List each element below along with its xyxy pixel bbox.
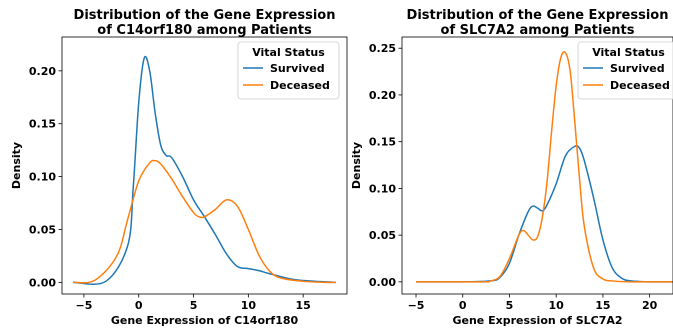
chart-2-ylabel: Density <box>350 142 363 189</box>
chart-2-title-line-2: of SLC7A2 among Patients <box>441 23 635 38</box>
chart-1-xtick-label: −5 <box>75 299 92 312</box>
chart-1-xtick-label: 5 <box>190 299 198 312</box>
chart-2-legend-label-deceased: Deceased <box>610 79 670 92</box>
chart-2-series-deceased-line <box>416 51 673 283</box>
chart-2-title-line-1: Distribution of the Gene Expression <box>407 8 669 23</box>
chart-2-legend-title: Vital Status <box>592 46 665 59</box>
chart-1-series-deceased-line <box>72 159 337 284</box>
chart-2-xtick-label: 5 <box>506 299 514 312</box>
chart-1-xtick-label: 15 <box>295 299 310 312</box>
chart-2-ytick-label: 0.05 <box>369 229 396 242</box>
chart-1-series-survived-line <box>72 55 337 286</box>
chart-2-ytick-label: 0.25 <box>369 42 396 55</box>
chart-2-ytick-label: 0.00 <box>369 276 396 289</box>
chart-1-xtick-label: 0 <box>135 299 143 312</box>
chart-1-ylabel: Density <box>10 142 23 189</box>
chart-1-ytick-label: 0.00 <box>29 276 56 289</box>
chart-1-ytick-label: 0.10 <box>29 171 56 184</box>
chart-1-legend-label-survived: Survived <box>270 62 325 75</box>
chart-1-legend: Vital Status Survived Deceased <box>237 41 340 100</box>
chart-2-legend: Vital Status Survived Deceased <box>577 41 673 100</box>
chart-1-axes-frame <box>61 36 348 295</box>
chart-2-xtick-label: 0 <box>459 299 467 312</box>
chart-1-ytick-label: 0.05 <box>29 223 56 236</box>
chart-2-xtick-label: 15 <box>595 299 610 312</box>
chart-1-legend-title: Vital Status <box>252 46 325 59</box>
chart-2-xtick-label: 10 <box>549 299 565 312</box>
chart-2-ytick-label: 0.15 <box>369 136 396 149</box>
chart-2-ytick-label: 0.10 <box>369 182 396 195</box>
chart-1-xlabel: Gene Expression of C14orf180 <box>111 314 299 327</box>
chart-1-legend-label-deceased: Deceased <box>270 79 330 92</box>
chart-1-ytick-label: 0.15 <box>29 118 56 131</box>
chart-1-title-line-1: Distribution of the Gene Expression <box>74 8 336 23</box>
chart-2-series-survived-line <box>416 145 673 283</box>
chart-2-xtick-label: −5 <box>408 299 425 312</box>
chart-1-ytick-label: 0.20 <box>29 65 56 78</box>
chart-1-legend-box <box>237 41 340 100</box>
chart-1-title-line-2: of C14orf180 among Patients <box>97 23 312 38</box>
chart-2-legend-label-survived: Survived <box>610 62 665 75</box>
chart-2-xtick-label: 20 <box>642 299 658 312</box>
chart-2-xlabel: Gene Expression of SLC7A2 <box>452 314 622 327</box>
chart-2-ytick-label: 0.20 <box>369 89 396 102</box>
chart-2-axes-frame <box>401 36 673 295</box>
chart-1-xtick-label: 10 <box>241 299 257 312</box>
